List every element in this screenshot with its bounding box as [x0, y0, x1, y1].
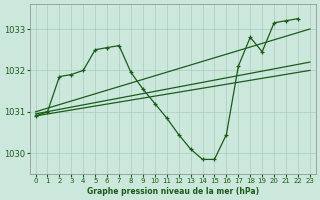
X-axis label: Graphe pression niveau de la mer (hPa): Graphe pression niveau de la mer (hPa): [87, 187, 259, 196]
